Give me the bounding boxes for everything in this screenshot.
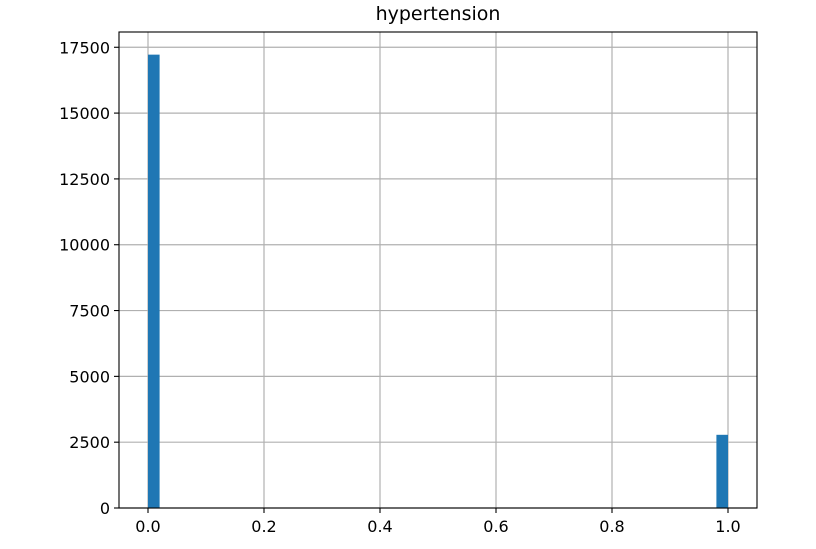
x-tick-label: 0.4 bbox=[367, 517, 392, 536]
x-tick-label: 0.0 bbox=[135, 517, 160, 536]
x-tick-label: 0.6 bbox=[483, 517, 508, 536]
y-tick-label: 5000 bbox=[69, 367, 110, 386]
y-tick-label: 7500 bbox=[69, 302, 110, 321]
x-tick-label: 0.8 bbox=[599, 517, 624, 536]
y-tick-label: 2500 bbox=[69, 433, 110, 452]
histogram-bar bbox=[716, 434, 728, 508]
bars bbox=[148, 54, 728, 508]
axis-ticks: 0.0 0.2 0.4 0.6 0.8 1.0 0 2500 5000 7500 10000 1250… bbox=[59, 38, 741, 536]
x-tick-label: 0.2 bbox=[251, 517, 276, 536]
histogram-bar bbox=[148, 54, 160, 508]
grid-lines bbox=[119, 32, 757, 509]
y-tick-label: 10000 bbox=[59, 236, 110, 255]
y-tick-label: 12500 bbox=[59, 170, 110, 189]
plot-frame bbox=[118, 31, 758, 509]
y-tick-label: 15000 bbox=[59, 104, 110, 123]
chart-title: hypertension bbox=[376, 3, 501, 25]
y-tick-label: 0 bbox=[100, 499, 110, 518]
y-tick-label: 17500 bbox=[59, 38, 110, 57]
x-tick-label: 1.0 bbox=[715, 517, 740, 536]
